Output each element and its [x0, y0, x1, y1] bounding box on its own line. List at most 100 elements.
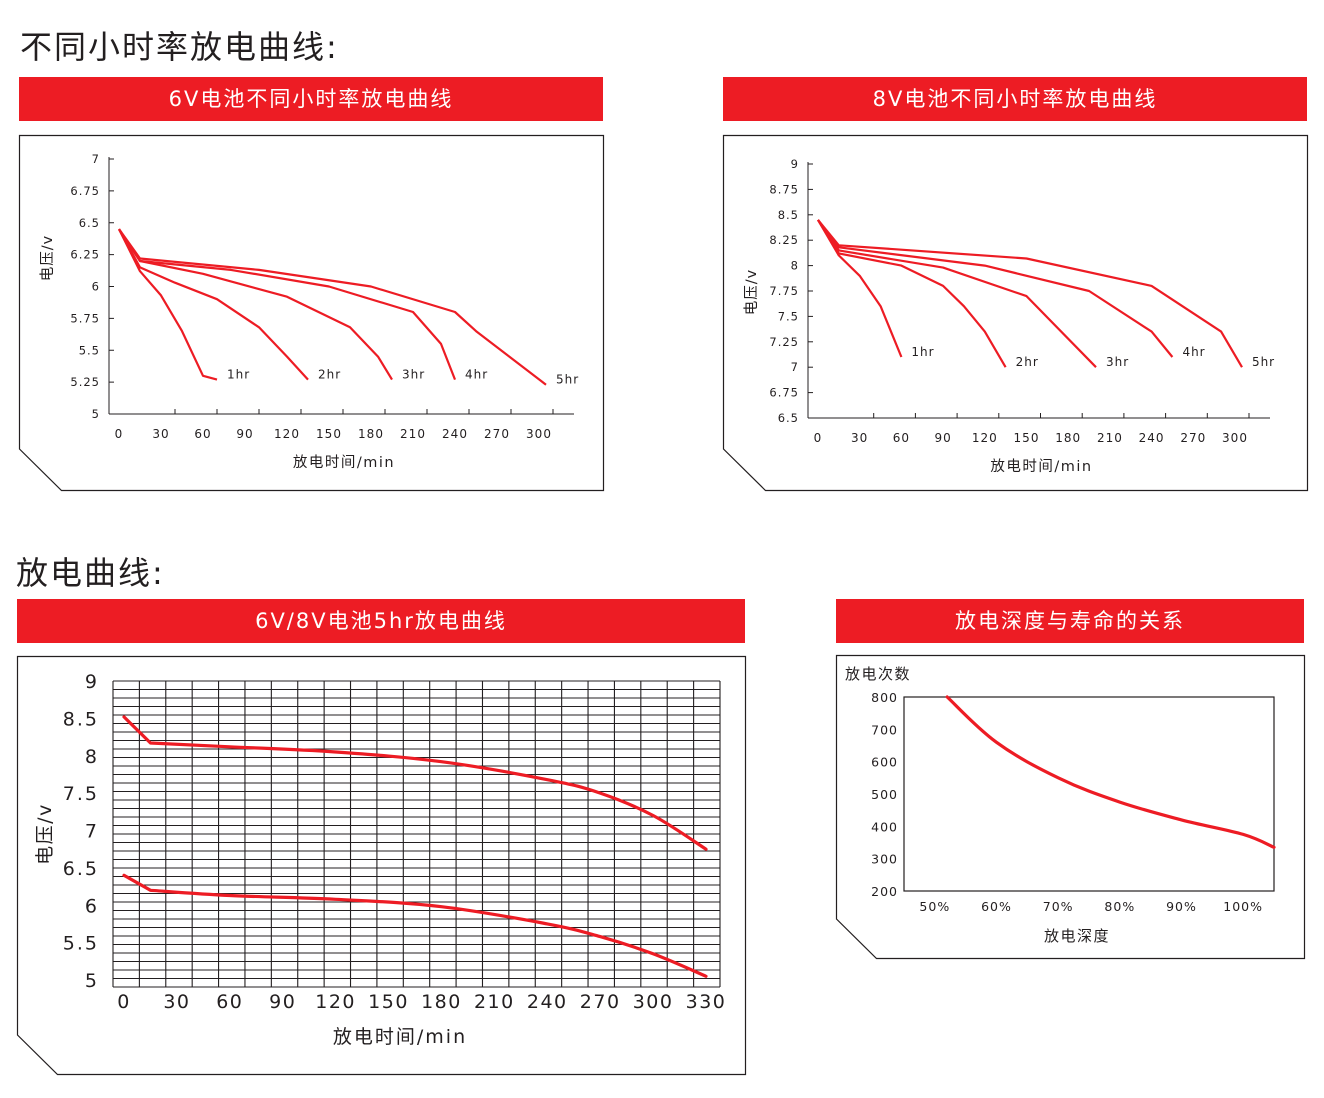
x-tick-label: 150 [1014, 431, 1040, 445]
chart-dod-cycle-life: 放电次数 200 300 400 500 600 700 800 50% 60% 70% 80% 90%… [835, 654, 1306, 960]
x-tick-label: 90 [269, 991, 296, 1013]
series-label-3hr: 3hr [1106, 355, 1129, 369]
x-axis-label: 放电时间/min [990, 458, 1092, 475]
y-tick-label: 7.75 [769, 284, 799, 298]
series-line-4hr [118, 228, 457, 381]
y-tick-label: 8.25 [769, 233, 799, 247]
y-tick-label: 6 [92, 280, 100, 294]
x-tick-label: 120 [315, 991, 356, 1013]
x-tick-label: 0 [814, 431, 823, 445]
y-tick-label: 7 [92, 152, 100, 166]
x-axis-label: 放电时间/min [293, 454, 395, 471]
x-tick-label: 300 [526, 427, 552, 441]
series-line-8v [122, 715, 708, 851]
y-tick-label: 400 [871, 819, 898, 834]
x-tick-label: 300 [633, 991, 674, 1013]
series-label-3hr: 3hr [402, 368, 425, 382]
chart-6v-banner: 6V电池不同小时率放电曲线 [19, 77, 603, 121]
x-tick-label: 210 [474, 991, 515, 1013]
x-tick-label: 330 [686, 991, 727, 1013]
x-tick-label: 180 [421, 991, 462, 1013]
y-tick-label: 8 [85, 746, 99, 768]
y-tick-label: 6.25 [70, 248, 100, 262]
y-tick-label: 5.5 [63, 933, 99, 955]
x-tick-label: 180 [1055, 431, 1081, 445]
section-title-discharge-curves: 放电曲线: [16, 554, 165, 592]
y-tick-label: 5.25 [70, 375, 100, 389]
series-line-6v [122, 873, 708, 978]
x-tick-label: 100% [1223, 899, 1263, 914]
chart-frame [18, 134, 605, 492]
x-axis-label: 放电时间/min [333, 1026, 467, 1048]
y-tick-label: 700 [871, 722, 898, 737]
series-label-5hr: 5hr [556, 373, 579, 387]
x-tick-label: 60 [216, 991, 243, 1013]
x-tick-label: 60% [981, 899, 1012, 914]
x-tick-label: 70% [1043, 899, 1074, 914]
y-tick-label: 500 [871, 787, 898, 802]
x-axis-label: 放电深度 [1044, 927, 1110, 945]
series-label-1hr: 1hr [911, 345, 934, 359]
series-label-4hr: 4hr [1182, 345, 1205, 359]
series-label-4hr: 4hr [465, 368, 488, 382]
series-line-1hr [118, 228, 218, 381]
series-label-2hr: 2hr [1016, 355, 1039, 369]
series-line-4hr [817, 219, 1174, 358]
series-label-2hr: 2hr [318, 368, 341, 382]
chart-frame [835, 654, 1306, 960]
x-tick-label: 240 [442, 427, 468, 441]
chart-frame [722, 134, 1309, 492]
x-tick-label: 240 [1139, 431, 1165, 445]
chart-6v-rate-discharge: 5 5.25 5.5 5.75 6 6.25 6.5 6.75 7 0 30 60 90 120 150 18… [18, 134, 605, 492]
x-tick-label: 60 [194, 427, 211, 441]
series-line-5hr [118, 228, 547, 386]
series-label-1hr: 1hr [227, 368, 250, 382]
x-tick-label: 90 [236, 427, 253, 441]
y-axis-label: 电压/v [743, 269, 760, 315]
x-tick-label: 270 [580, 991, 621, 1013]
x-tick-label: 30 [163, 991, 190, 1013]
y-axis-label: 电压/v [34, 803, 56, 865]
y-axis-label: 电压/v [39, 235, 56, 281]
y-tick-label: 800 [871, 690, 898, 705]
chart-5hr-banner: 6V/8V电池5hr放电曲线 [17, 599, 745, 643]
x-tick-label: 50% [919, 899, 950, 914]
y-tick-label: 7 [85, 821, 99, 843]
series-label-5hr: 5hr [1252, 355, 1275, 369]
chart-5hr-discharge: 55.566.577.588.590 30 60 90 120 150 180 210 240 2… [16, 655, 747, 1076]
y-tick-label: 6.5 [79, 216, 100, 230]
x-tick-label: 0 [117, 991, 131, 1013]
series-line-2hr [817, 219, 1007, 368]
x-tick-label: 30 [152, 427, 169, 441]
series-line-3hr [817, 219, 1097, 368]
x-tick-label: 0 [115, 427, 124, 441]
y-tick-label: 8.5 [778, 208, 799, 222]
x-tick-label: 180 [358, 427, 384, 441]
y-tick-label: 6.75 [70, 184, 100, 198]
x-tick-label: 120 [972, 431, 998, 445]
x-tick-label: 210 [400, 427, 426, 441]
series-line-cycle-life [945, 695, 1276, 849]
y-tick-label: 5 [85, 970, 99, 992]
y-tick-label: 9 [85, 671, 99, 693]
x-tick-label: 270 [484, 427, 510, 441]
x-tick-label: 30 [851, 431, 868, 445]
y-tick-label: 8.75 [769, 182, 799, 196]
x-tick-label: 60 [893, 431, 910, 445]
y-tick-label: 6 [85, 895, 99, 917]
series-line-3hr [118, 228, 393, 381]
x-tick-label: 120 [274, 427, 300, 441]
y-tick-label: 5.5 [79, 343, 100, 357]
x-tick-label: 150 [368, 991, 409, 1013]
chart-dod-banner: 放电深度与寿命的关系 [836, 599, 1304, 643]
y-tick-label: 300 [871, 852, 898, 867]
x-tick-label: 300 [1222, 431, 1248, 445]
x-tick-label: 240 [527, 991, 568, 1013]
x-tick-label: 80% [1104, 899, 1135, 914]
series-line-5hr [817, 219, 1243, 368]
x-tick-label: 210 [1097, 431, 1123, 445]
series-line-2hr [118, 228, 309, 381]
y-tick-label: 6.5 [778, 411, 799, 425]
y-tick-label: 5 [92, 407, 100, 421]
